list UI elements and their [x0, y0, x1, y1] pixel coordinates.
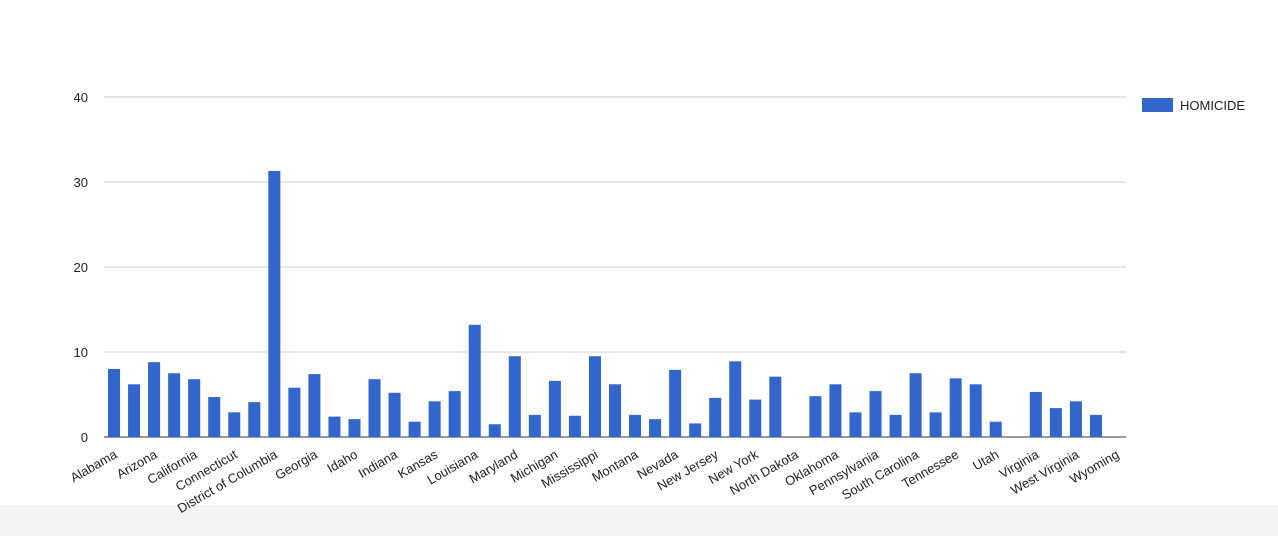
y-tick-label: 20	[74, 260, 88, 275]
bar	[248, 402, 261, 437]
bar	[809, 396, 822, 437]
footer-band	[0, 505, 1278, 536]
bar	[508, 356, 521, 437]
bar	[268, 170, 281, 437]
bar	[448, 391, 461, 437]
y-tick-label: 0	[81, 430, 88, 445]
x-tick-label: Idaho	[324, 447, 360, 476]
bar	[969, 384, 982, 437]
bar	[428, 401, 441, 437]
bar	[829, 384, 842, 437]
bar	[629, 414, 642, 437]
bar	[909, 373, 922, 437]
bar	[608, 384, 622, 437]
bar	[649, 419, 662, 437]
bar	[568, 415, 581, 437]
bar	[588, 356, 601, 437]
bar	[228, 412, 241, 437]
bar	[528, 414, 541, 437]
bar	[348, 419, 361, 437]
x-tick-label: Indiana	[356, 446, 401, 481]
bar	[408, 421, 421, 437]
y-tick-label: 10	[74, 345, 88, 360]
bar	[368, 379, 381, 437]
bar	[128, 384, 141, 437]
bar	[468, 324, 481, 437]
bar	[308, 374, 321, 437]
bar	[849, 412, 862, 437]
legend-swatch	[1142, 98, 1173, 112]
bar	[889, 414, 902, 437]
bar	[1029, 391, 1042, 437]
bar	[769, 376, 782, 437]
bar	[989, 421, 1002, 437]
x-tick-label: Montana	[589, 446, 641, 485]
bar	[488, 424, 501, 437]
bar	[208, 397, 221, 437]
y-tick-label: 30	[74, 175, 88, 190]
x-tick-label: Georgia	[272, 446, 320, 482]
y-tick-label: 40	[74, 90, 88, 105]
bar	[168, 373, 181, 437]
bar	[729, 361, 742, 437]
bar	[108, 369, 121, 437]
x-tick-label: Alabama	[68, 446, 121, 485]
bar	[869, 391, 882, 437]
bar	[749, 399, 762, 437]
bar	[709, 397, 722, 437]
bar	[669, 369, 682, 437]
bar	[929, 412, 942, 437]
bar	[388, 392, 401, 437]
bar	[1049, 408, 1062, 437]
bar	[288, 387, 301, 437]
bar	[949, 378, 962, 437]
bar	[1069, 401, 1082, 437]
bar	[188, 379, 201, 437]
bar	[328, 416, 341, 437]
bar	[548, 380, 561, 437]
bar	[689, 423, 702, 437]
bar	[1089, 414, 1102, 437]
legend-label: HOMICIDE	[1180, 98, 1245, 113]
bar	[148, 362, 161, 437]
